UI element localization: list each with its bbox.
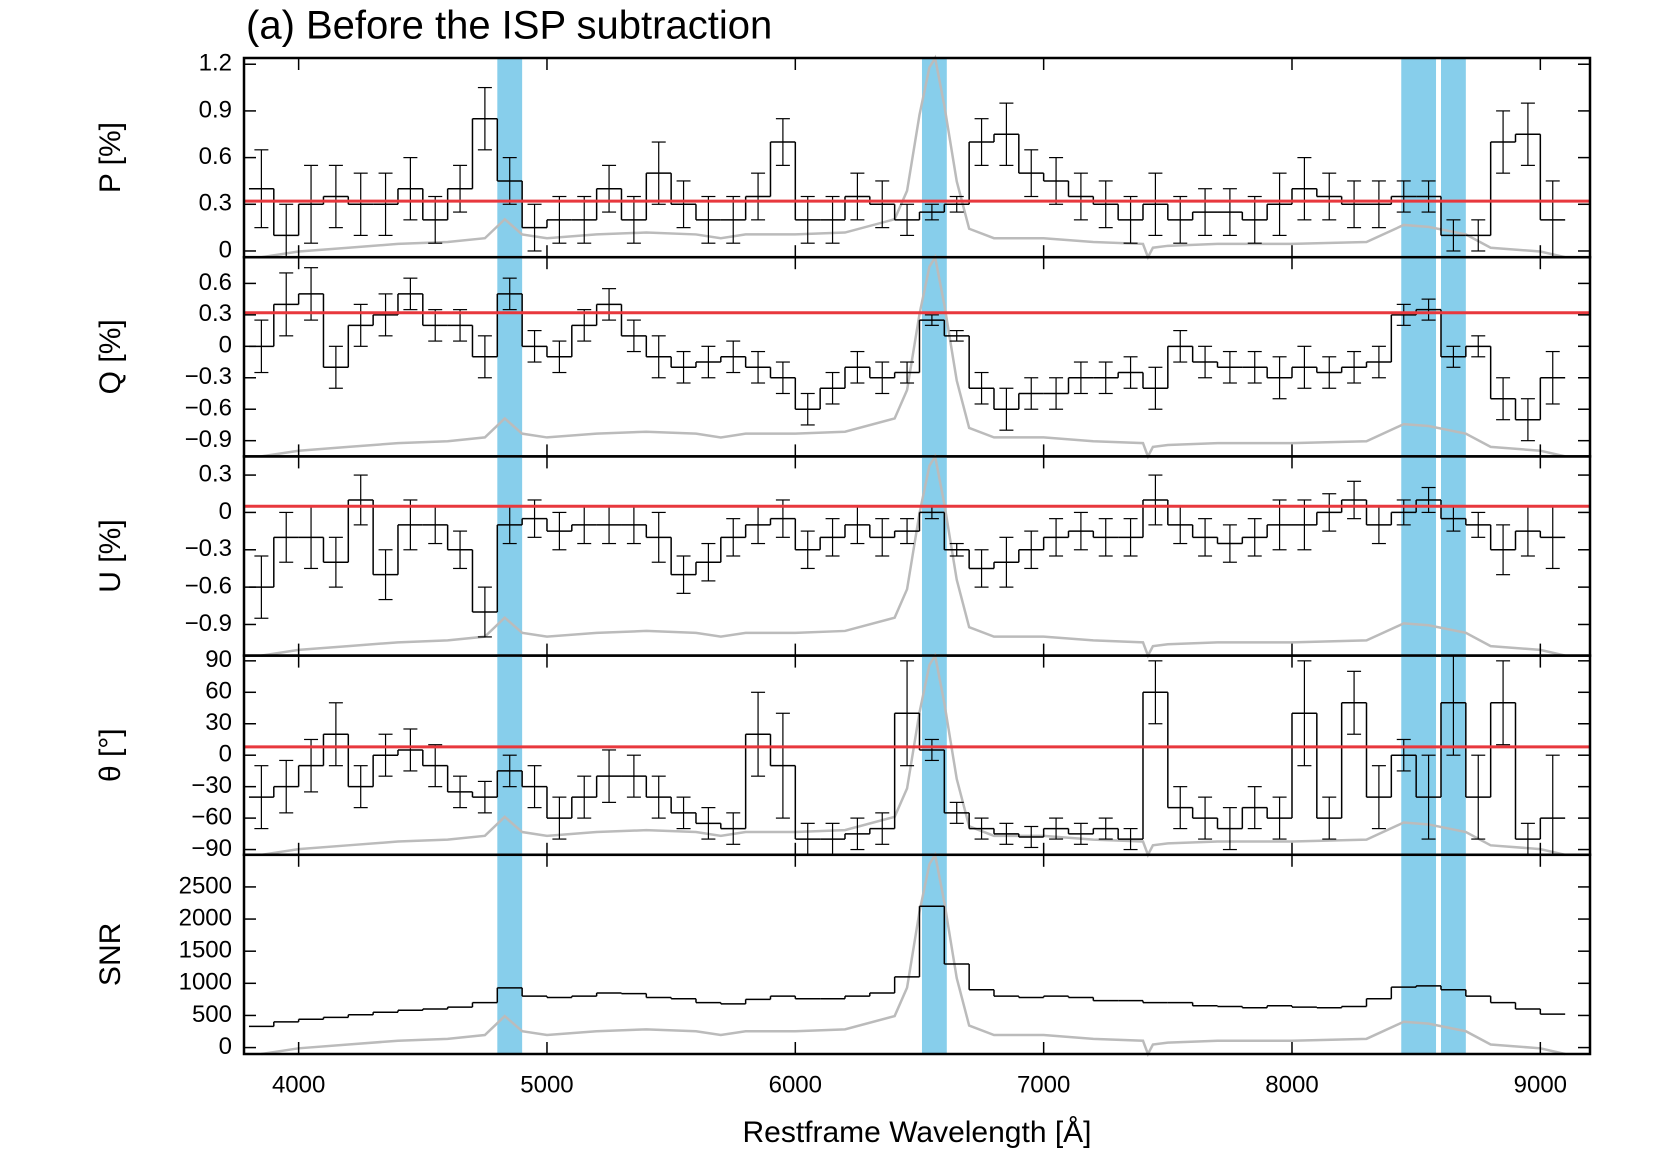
panel-frame bbox=[242, 455, 1592, 657]
y-tick-label: 2500 bbox=[179, 872, 232, 899]
flux-spectrum bbox=[261, 652, 1566, 858]
x-tick-label: 8000 bbox=[1265, 1071, 1318, 1098]
y-tick-label: 1.2 bbox=[199, 50, 232, 77]
y-tick-label: 1500 bbox=[179, 937, 232, 964]
y-tick-label: 0 bbox=[219, 498, 232, 525]
y-tick-label: −0.9 bbox=[185, 426, 232, 453]
flux-spectrum bbox=[261, 54, 1566, 261]
y-axis-label: SNR bbox=[94, 923, 127, 986]
y-tick-label: 0.3 bbox=[199, 190, 232, 217]
y-tick-label: −0.9 bbox=[185, 610, 232, 637]
panel-frame bbox=[242, 654, 1592, 857]
y-tick-label: −0.3 bbox=[185, 363, 232, 390]
y-tick-label: 0.3 bbox=[199, 460, 232, 487]
y-tick-label: 1000 bbox=[179, 969, 232, 996]
y-tick-label: 2000 bbox=[179, 904, 232, 931]
y-tick-label: −0.6 bbox=[185, 395, 232, 422]
panel-frame bbox=[242, 853, 1592, 1056]
x-tick-label: 9000 bbox=[1514, 1071, 1567, 1098]
y-axis-label: θ [°] bbox=[94, 728, 127, 782]
y-axis-label: U [%] bbox=[94, 519, 127, 592]
chart-title: (a) Before the ISP subtraction bbox=[246, 4, 772, 48]
y-tick-label: 0.6 bbox=[199, 143, 232, 170]
y-tick-label: −0.6 bbox=[185, 572, 232, 599]
y-tick-label: −90 bbox=[191, 835, 232, 862]
highlight-band bbox=[1440, 456, 1466, 656]
y-tick-label: 0.6 bbox=[199, 269, 232, 296]
y-tick-label: 0.9 bbox=[199, 96, 232, 123]
y-tick-label: 0 bbox=[219, 332, 232, 359]
y-tick-label: 0 bbox=[219, 741, 232, 768]
x-tick-label: 7000 bbox=[1017, 1071, 1070, 1098]
x-tick-label: 4000 bbox=[272, 1071, 325, 1098]
highlight-band bbox=[497, 456, 523, 656]
flux-spectrum bbox=[261, 851, 1566, 1058]
y-tick-label: −60 bbox=[191, 803, 232, 830]
y-tick-label: 60 bbox=[205, 678, 232, 705]
panel-frame bbox=[242, 255, 1592, 458]
y-tick-label: 30 bbox=[205, 709, 232, 736]
y-tick-label: 0.3 bbox=[199, 300, 232, 327]
panel-frame bbox=[242, 56, 1592, 259]
x-tick-label: 5000 bbox=[520, 1071, 573, 1098]
y-tick-label: 0 bbox=[219, 236, 232, 263]
y-axis-label: Q [%] bbox=[94, 319, 127, 394]
x-tick-label: 6000 bbox=[769, 1071, 822, 1098]
x-axis-label: Restframe Wavelength [Å] bbox=[742, 1116, 1091, 1149]
y-tick-label: 0 bbox=[219, 1033, 232, 1060]
highlight-band bbox=[497, 854, 523, 1054]
y-tick-label: −0.3 bbox=[185, 535, 232, 562]
y-axis-label: P [%] bbox=[94, 122, 127, 193]
y-tick-label: −30 bbox=[191, 772, 232, 799]
y-tick-label: 90 bbox=[205, 646, 232, 673]
flux-spectrum bbox=[261, 253, 1566, 460]
highlight-band bbox=[1440, 854, 1466, 1054]
y-tick-label: 500 bbox=[192, 1001, 232, 1028]
flux-spectrum bbox=[261, 452, 1566, 659]
